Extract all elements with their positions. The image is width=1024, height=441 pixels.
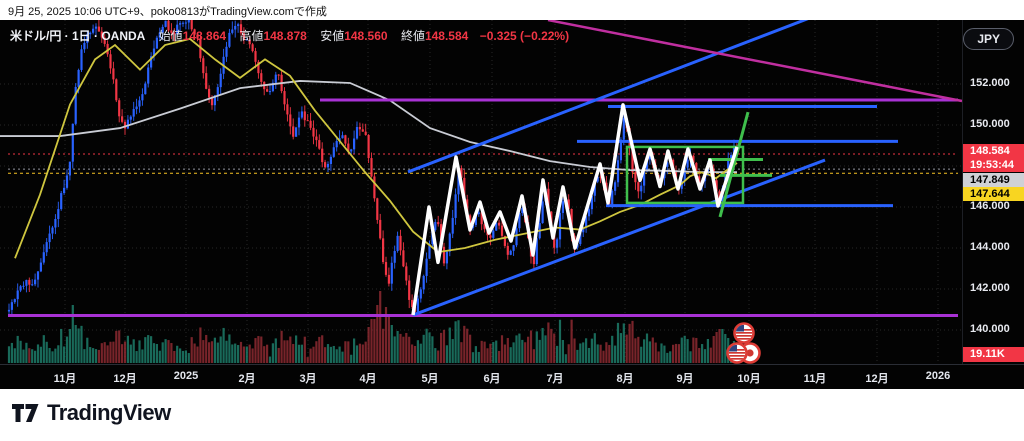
high-field: 高値148.878 — [239, 29, 307, 43]
low-field: 安値148.560 — [320, 29, 388, 43]
time-axis[interactable]: 11月 12月 2025 2月 3月 4月 5月 6月 7月 8月 9月 10月 11月 12月 2026 — [0, 364, 1024, 390]
event-flag-icons[interactable] — [726, 322, 761, 364]
time-tick-label: 12月 — [865, 373, 889, 385]
price-tick-label: 142.000 — [970, 282, 1010, 294]
time-tick-label: 7月 — [546, 373, 564, 385]
time-tick-label: 3月 — [299, 373, 317, 385]
prev-close-label: 147.849 — [963, 173, 1024, 187]
time-tick-label: 2025 — [173, 370, 199, 382]
price-tick-label: 144.000 — [970, 241, 1010, 253]
chart-area: 米ドル/円 · 1日 · OANDA 始値148.864 高値148.878 安… — [0, 20, 1024, 390]
price-tick-label: 146.000 — [970, 200, 1010, 212]
time-tick-label: 11月 — [53, 373, 77, 385]
drawings — [8, 20, 963, 317]
sma-fast-line — [14, 37, 738, 259]
last-price-label: 148.584 19:53:44 — [963, 144, 1024, 172]
candles — [7, 20, 738, 317]
time-tick-label: 4月 — [359, 373, 377, 385]
price-tick-label: 150.000 — [970, 118, 1010, 130]
footer: TradingView — [0, 389, 1024, 441]
ohlc-header: 米ドル/円 · 1日 · OANDA 始値148.864 高値148.878 安… — [10, 27, 569, 44]
price-tick-label: 140.000 — [970, 323, 1010, 335]
tradingview-logo-text: TradingView — [47, 400, 171, 425]
time-tick-label: 6月 — [483, 373, 501, 385]
time-tick-label: 12月 — [113, 373, 137, 385]
symbol-title: 米ドル/円 · 1日 · OANDA — [10, 29, 146, 43]
open-field: 始値148.864 — [158, 29, 227, 43]
time-tick-label: 5月 — [421, 373, 439, 385]
volume-label: 19.11K — [963, 347, 1024, 362]
tradingview-logo-icon — [12, 404, 39, 422]
price-axis[interactable]: 152.000 150.000 146.000 144.000 142.000 140.0… — [962, 20, 1024, 364]
time-tick-label: 10月 — [737, 373, 761, 385]
attribution-text: 9月 25, 2025 10:06 UTC+9、poko0813がTrading… — [8, 6, 327, 18]
time-tick-label: 2026 — [925, 370, 951, 382]
time-tick-label: 11月 — [803, 373, 827, 385]
change-value: −0.325 (−0.22%) — [479, 29, 570, 43]
last-price-value: 148.584 — [970, 145, 1010, 157]
price-tick-label: 152.000 — [970, 77, 1010, 89]
price-chart[interactable] — [0, 20, 1024, 364]
zigzag-line — [411, 103, 739, 316]
currency-button[interactable]: JPY — [963, 28, 1014, 50]
tradingview-logo[interactable]: TradingView — [12, 400, 171, 426]
time-tick-label: 8月 — [616, 373, 634, 385]
alert-price-label: 147.644 — [963, 187, 1024, 201]
bar-countdown: 19:53:44 — [970, 159, 1015, 171]
close-field: 終値148.584 — [400, 29, 469, 43]
time-tick-label: 2月 — [238, 373, 256, 385]
volume-bars — [7, 291, 738, 363]
time-tick-label: 9月 — [676, 373, 694, 385]
range-rectangle — [625, 145, 745, 205]
